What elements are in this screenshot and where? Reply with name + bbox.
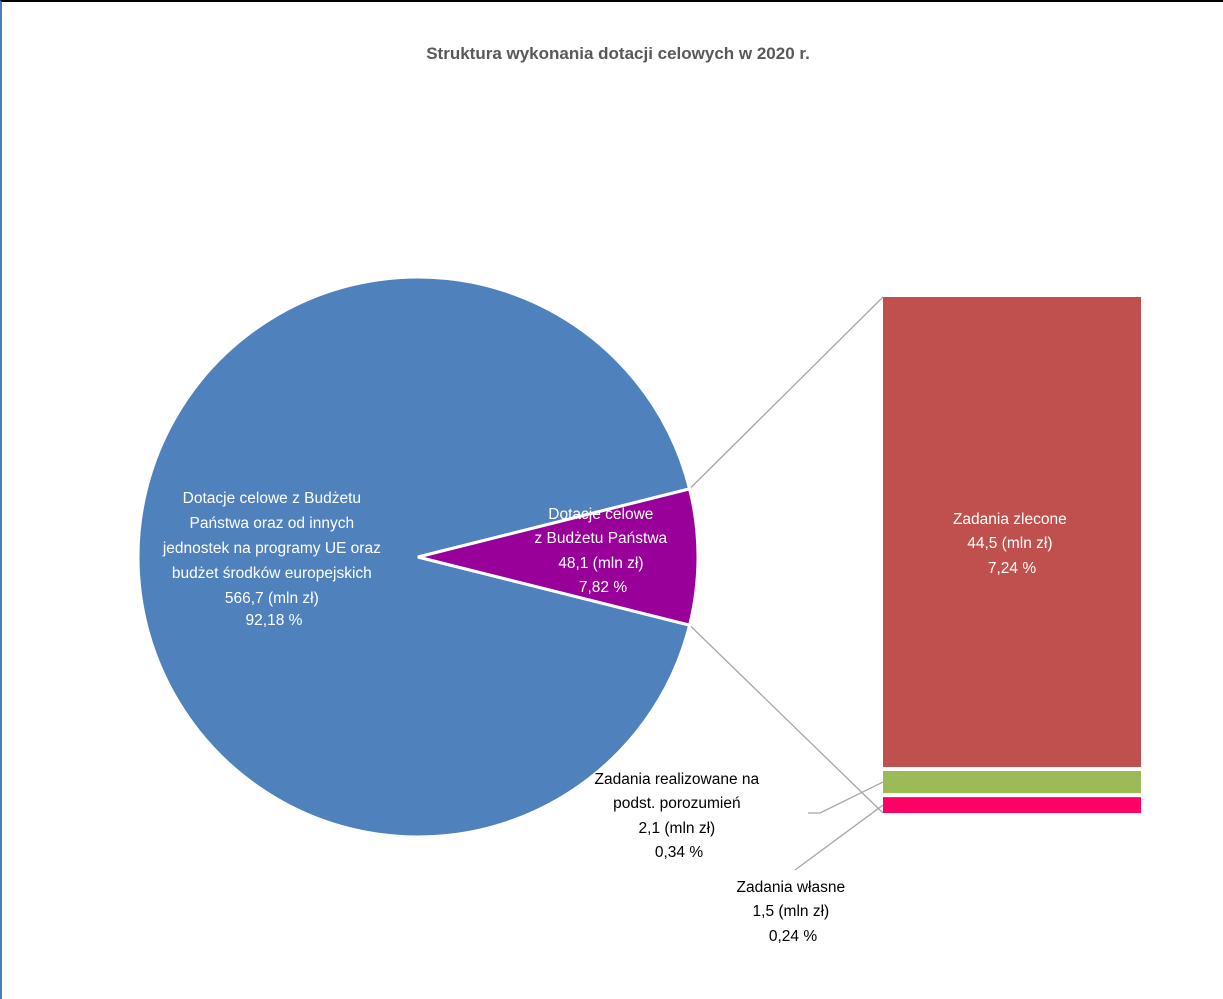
chart-title: Struktura wykonania dotacji celowych w 2… bbox=[426, 44, 810, 63]
bar-label-zlecone-line: 7,24 % bbox=[988, 560, 1036, 577]
bar-label-zlecone-line: Zadania zlecone bbox=[953, 511, 1067, 528]
pie-slice-main bbox=[136, 275, 692, 839]
bar-label-porozumienia: Zadania realizowane na podst. porozumień… bbox=[595, 771, 764, 861]
bar-label-wlasne-line: 1,5 (mln zł) bbox=[753, 903, 830, 920]
bar-label-wlasne-line: 0,24 % bbox=[769, 928, 817, 945]
bar-label-wlasne-line: Zadania własne bbox=[737, 879, 846, 896]
pie-label-main-line: budżet środków europejskich bbox=[172, 565, 372, 582]
pie-label-main-line: Dotacje celowe z Budżetu bbox=[183, 490, 361, 507]
bar-segment-porozumienia bbox=[883, 770, 1141, 794]
pie-label-sub-line: 7,82 % bbox=[579, 579, 627, 596]
pie-label-main-line: jednostek na programy UE oraz bbox=[162, 540, 381, 557]
pie bbox=[136, 275, 700, 839]
bar-label-zlecone: Zadania zlecone 44,5 (mln zł) 7,24 % bbox=[953, 511, 1071, 577]
pie-label-main-line: 566,7 (mln zł) bbox=[225, 590, 319, 607]
stacked-bar bbox=[883, 297, 1141, 813]
bar-label-porozumienia-line: 2,1 (mln zł) bbox=[639, 820, 716, 837]
pie-label-sub-line: 48,1 (mln zł) bbox=[558, 555, 643, 572]
pie-label-main: Dotacje celowe z Budżetu Państwa oraz od… bbox=[162, 490, 385, 629]
bar-label-wlasne: Zadania własne 1,5 (mln zł) 0,24 % bbox=[737, 879, 850, 945]
connector-line-top bbox=[689, 296, 884, 490]
pie-label-sub: Dotacje celowe z Budżetu Państwa 48,1 (m… bbox=[534, 506, 671, 596]
bar-segment-wlasne bbox=[883, 797, 1141, 813]
bar-segment-zlecone bbox=[883, 297, 1141, 767]
bar-label-porozumienia-line: 0,34 % bbox=[655, 844, 703, 861]
leader-lines bbox=[794, 781, 884, 871]
connector-line-bottom bbox=[689, 624, 884, 814]
bar-label-porozumienia-line: podst. porozumień bbox=[613, 795, 741, 812]
pie-label-main-line: Państwa oraz od innych bbox=[190, 515, 355, 532]
pie-label-sub-line: z Budżetu Państwa bbox=[534, 530, 667, 547]
leader-line-wlasne bbox=[794, 804, 884, 871]
connector-lines bbox=[689, 296, 884, 814]
pie-label-main-line: 92,18 % bbox=[246, 612, 303, 629]
bar-label-porozumienia-line: Zadania realizowane na bbox=[595, 771, 760, 788]
bar-label-zlecone-line: 44,5 (mln zł) bbox=[967, 535, 1052, 552]
pie-slice-sub bbox=[417, 487, 700, 627]
pie-label-sub-line: Dotacje celowe bbox=[548, 506, 653, 523]
leader-line-porozumienia bbox=[808, 781, 884, 814]
